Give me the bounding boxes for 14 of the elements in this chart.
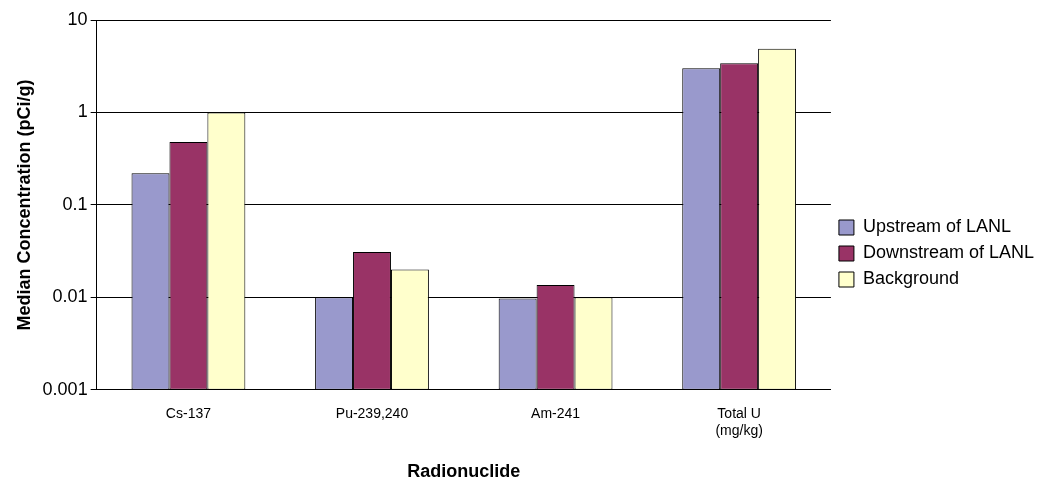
x-axis-title: Radionuclide: [407, 461, 521, 482]
x-tick-label: Am-241: [531, 405, 581, 422]
y-tick-label: 1: [77, 101, 88, 122]
x-tick-label: Total U (mg/kg): [715, 405, 763, 438]
y-tick-label: 0.001: [42, 378, 88, 399]
y-tick-label: 10: [67, 8, 88, 29]
legend-label: Background: [862, 268, 960, 289]
y-tick-label: 0.01: [52, 286, 88, 307]
y-tick-label: 0.1: [62, 193, 88, 214]
y-axis-title: Median Concentration (pCi/g): [13, 79, 34, 331]
legend-label: Downstream of LANL: [862, 242, 1035, 263]
x-tick-label: Pu-239,240: [335, 405, 409, 422]
legend-label: Upstream of LANL: [862, 216, 1011, 237]
x-tick-label: Cs-137: [165, 405, 212, 422]
